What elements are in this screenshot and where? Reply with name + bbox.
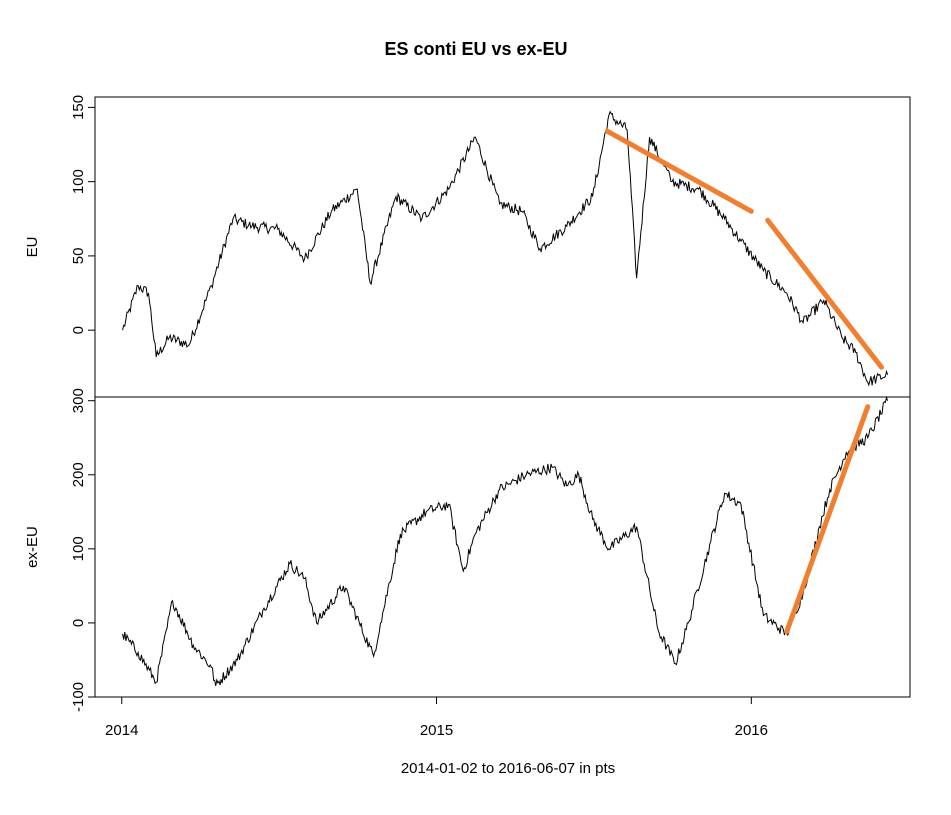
x-tick-label: 2016 — [735, 722, 768, 739]
exeu-y-tick-label: 300 — [70, 388, 87, 413]
eu-trend-line — [765, 217, 885, 370]
chart-title: ES conti EU vs ex-EU — [384, 39, 567, 59]
eu-y-tick-label: 100 — [70, 169, 87, 194]
eu-y-label: EU — [24, 237, 41, 258]
eu-y-tick-label: 150 — [70, 95, 87, 120]
exeu-y-label: ex-EU — [24, 526, 41, 568]
exeu-y-tick-label: -100 — [70, 682, 87, 712]
eu-series-line — [122, 110, 889, 387]
eu-y-tick-label: 50 — [70, 248, 87, 265]
exeu-y-tick-label: 0 — [70, 619, 87, 627]
exeu-trend-line — [784, 404, 871, 635]
exeu-y-axis: -100 0 100 200 300 — [70, 388, 96, 712]
x-axis: 2014 2015 2016 — [105, 696, 768, 739]
eu-trend-line — [604, 128, 754, 214]
x-axis-label: 2014-01-02 to 2016-06-07 in pts — [401, 760, 615, 777]
eu-y-axis: 0 50 100 150 — [70, 95, 96, 334]
eu-series-group — [122, 110, 889, 387]
exeu-y-tick-label: 100 — [70, 536, 87, 561]
x-tick-label: 2014 — [105, 722, 138, 739]
exeu-y-tick-label: 200 — [70, 462, 87, 487]
exeu-panel-frame — [94, 396, 911, 698]
exeu-series-line — [122, 395, 889, 686]
eu-y-tick-label: 0 — [70, 326, 87, 334]
x-tick-label: 2015 — [420, 722, 453, 739]
exeu-series-group — [122, 395, 889, 686]
